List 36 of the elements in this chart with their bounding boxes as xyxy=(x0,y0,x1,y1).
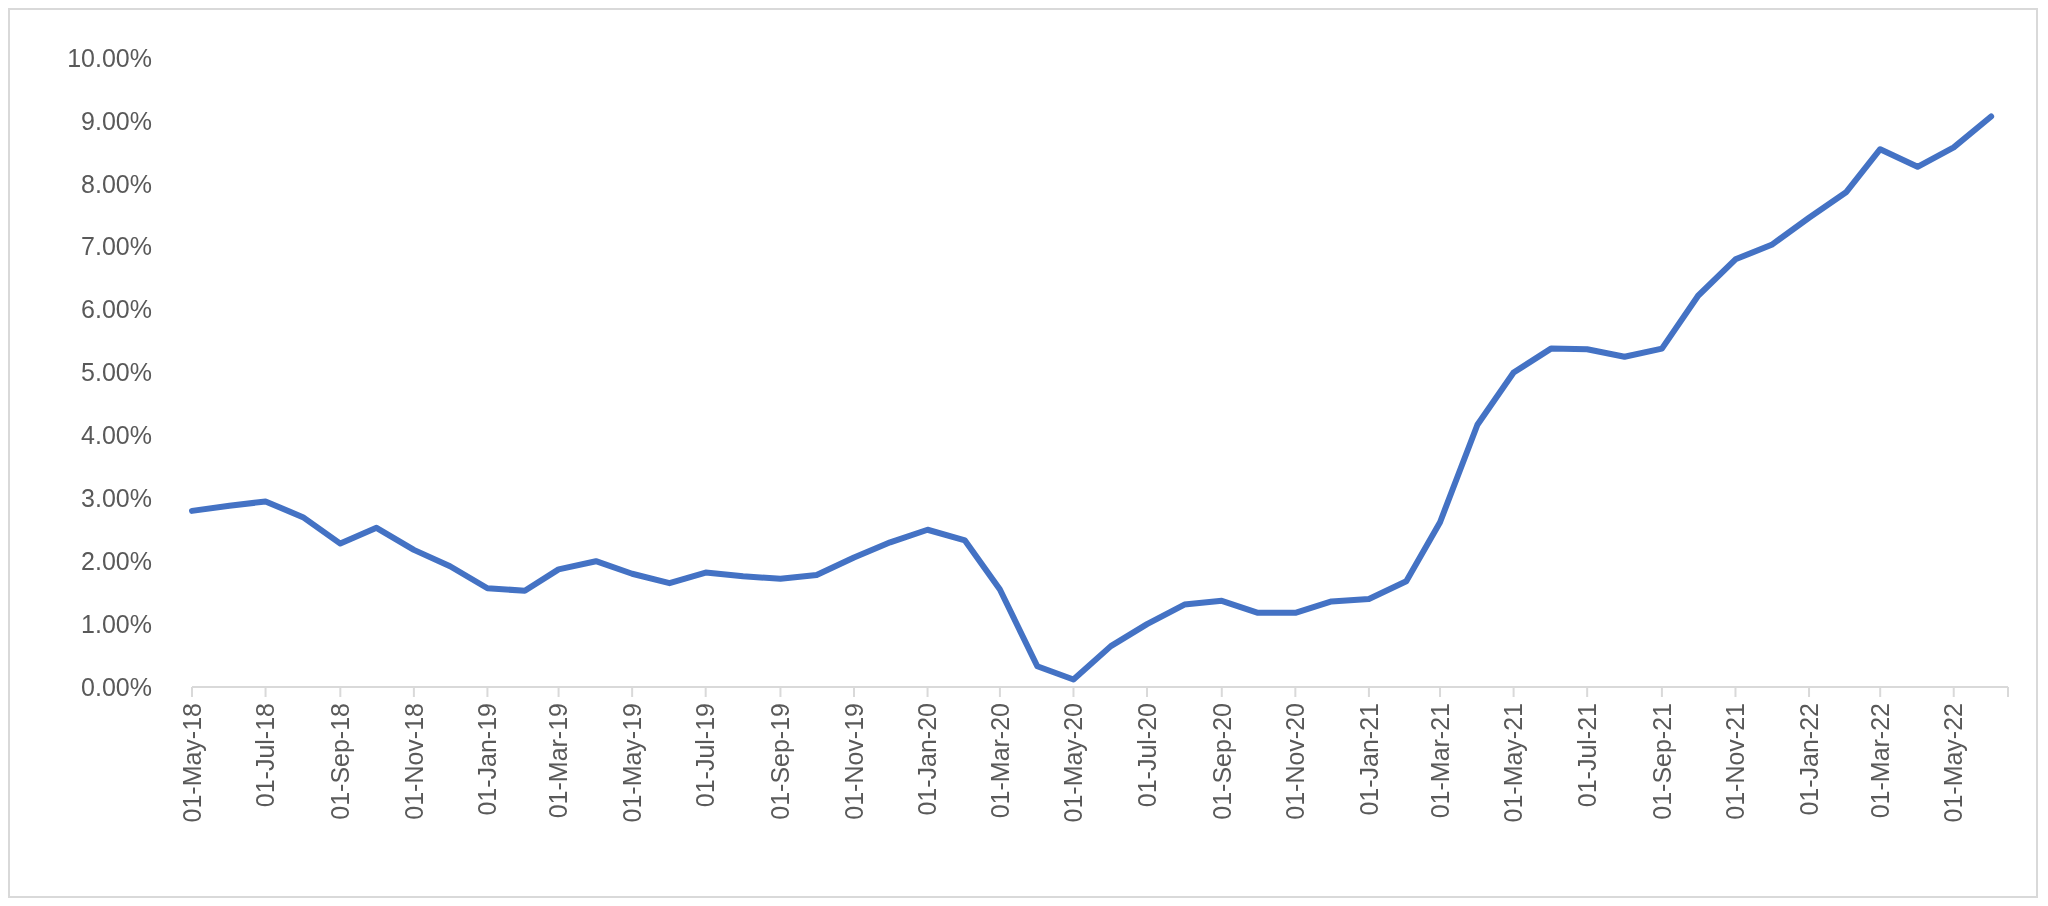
y-tick-label: 4.00% xyxy=(81,421,152,450)
y-tick-label: 10.00% xyxy=(67,43,152,72)
x-tick-label: 01-May-22 xyxy=(1939,703,1968,823)
y-tick-label: 7.00% xyxy=(81,232,152,261)
y-tick-label: 2.00% xyxy=(81,546,152,575)
x-tick-label: 01-Jul-18 xyxy=(251,703,280,808)
y-tick-label: 1.00% xyxy=(81,609,152,638)
x-tick-label: 01-May-20 xyxy=(1059,703,1088,823)
x-tick-label: 01-Sep-20 xyxy=(1207,703,1236,820)
y-tick-label: 9.00% xyxy=(81,106,152,135)
x-tick-label: 01-Nov-18 xyxy=(399,703,428,820)
x-tick-label: 01-Jan-19 xyxy=(473,703,502,816)
x-tick-label: 01-Nov-20 xyxy=(1281,703,1310,820)
x-tick-label: 01-May-21 xyxy=(1499,703,1528,823)
x-tick-label: 01-Mar-21 xyxy=(1425,703,1454,819)
x-tick-label: 01-Nov-19 xyxy=(839,703,868,820)
x-tick-label: 01-May-18 xyxy=(177,703,206,823)
x-tick-label: 01-Jan-21 xyxy=(1354,703,1383,816)
x-tick-label: 01-Mar-22 xyxy=(1865,703,1894,819)
x-tick-label: 01-Sep-18 xyxy=(326,703,355,820)
y-tick-label: 8.00% xyxy=(81,169,152,198)
x-tick-label: 01-Sep-21 xyxy=(1647,703,1676,820)
y-tick-label: 5.00% xyxy=(81,358,152,387)
x-tick-label: 01-Mar-19 xyxy=(544,703,573,819)
x-tick-label: 01-Jul-19 xyxy=(691,703,720,808)
y-tick-label: 0.00% xyxy=(81,672,152,701)
x-tick-label: 01-Jul-21 xyxy=(1572,703,1601,808)
x-tick-label: 01-Mar-20 xyxy=(985,703,1014,819)
x-tick-label: 01-Sep-19 xyxy=(766,703,795,820)
x-tick-label: 01-May-19 xyxy=(617,703,646,823)
x-tick-label: 01-Jan-20 xyxy=(913,703,942,816)
y-tick-label: 3.00% xyxy=(81,484,152,513)
x-tick-label: 01-Nov-21 xyxy=(1721,703,1750,820)
y-tick-label: 6.00% xyxy=(81,295,152,324)
x-tick-label: 01-Jan-22 xyxy=(1794,703,1823,816)
x-tick-label: 01-Jul-20 xyxy=(1132,703,1161,808)
